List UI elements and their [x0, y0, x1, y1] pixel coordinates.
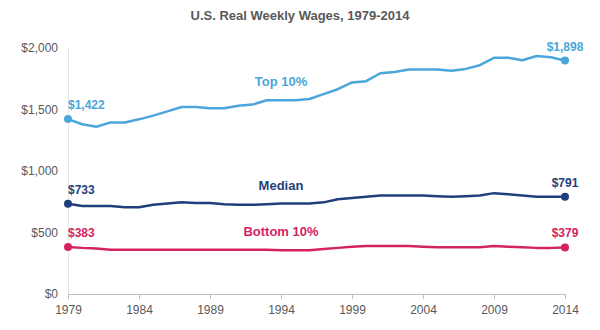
y-tick-label: $500: [31, 226, 58, 240]
y-axis: $0 $500 $1,000 $1,500 $2,000: [21, 41, 68, 301]
y-tick: $0: [45, 287, 68, 301]
title: U.S. Real Weekly Wages, 1979-2014: [191, 8, 411, 23]
point-marker: [561, 243, 569, 251]
data-label: $383: [68, 226, 95, 240]
x-tick-mark: [352, 294, 353, 299]
series-line: [68, 56, 565, 127]
x-tick-mark: [139, 294, 140, 299]
data-label: $733: [68, 183, 95, 197]
x-tick: 1984: [126, 294, 153, 317]
point-marker: [64, 115, 72, 123]
y-tick: $1,500: [21, 103, 68, 117]
x-axis: 1979 1984 1989 1994 1999 2004 2009 2014: [55, 294, 579, 317]
y-axis-line: [68, 49, 69, 295]
x-tick: 1999: [339, 294, 366, 317]
x-tick-label: 2004: [410, 303, 437, 317]
x-tick-mark: [565, 294, 566, 299]
x-tick: 2004: [410, 294, 437, 317]
x-tick-label: 1994: [268, 303, 295, 317]
point-marker: [561, 57, 569, 65]
labels: $1,422 $1,898 Top 10% $733 $791 Median $383 $37…: [68, 40, 584, 241]
x-axis-line: [69, 294, 566, 295]
x-tick-label: 2014: [552, 303, 579, 317]
point-marker: [561, 193, 569, 201]
x-tick: 1979: [55, 294, 82, 317]
x-tick-mark: [494, 294, 495, 299]
series-name: Median: [259, 178, 304, 193]
data-label: $379: [552, 226, 579, 240]
y-tick: $1,000: [21, 164, 68, 178]
x-tick-label: 1989: [197, 303, 224, 317]
x-tick-label: 1979: [55, 303, 82, 317]
y-tick-label: $2,000: [21, 41, 58, 55]
x-tick: 2009: [481, 294, 508, 317]
x-tick-mark: [423, 294, 424, 299]
plot-area: [64, 56, 569, 251]
series-line: [68, 246, 565, 250]
y-tick: $500: [31, 226, 68, 240]
x-tick-mark: [210, 294, 211, 299]
y-tick: $2,000: [21, 41, 68, 55]
data-label: $1,422: [68, 98, 105, 112]
x-tick: 1994: [268, 294, 295, 317]
series-name: Bottom 10%: [243, 224, 319, 239]
x-tick-mark: [68, 294, 69, 299]
y-tick-label: $1,500: [21, 103, 58, 117]
data-label: $1,898: [547, 40, 584, 54]
y-tick-label: $1,000: [21, 164, 58, 178]
y-tick-label: $0: [45, 287, 59, 301]
series-name: Top 10%: [255, 74, 308, 89]
x-tick-label: 2009: [481, 303, 508, 317]
x-tick: 1989: [197, 294, 224, 317]
x-tick: 2014: [552, 294, 579, 317]
x-tick-label: 1984: [126, 303, 153, 317]
chart: U.S. Real Weekly Wages, 1979-2014$0$500$…: [0, 0, 600, 330]
series-line: [68, 193, 565, 207]
x-tick-label: 1999: [339, 303, 366, 317]
data-label: $791: [552, 176, 579, 190]
point-marker: [64, 243, 72, 251]
x-tick-mark: [281, 294, 282, 299]
point-marker: [64, 200, 72, 208]
